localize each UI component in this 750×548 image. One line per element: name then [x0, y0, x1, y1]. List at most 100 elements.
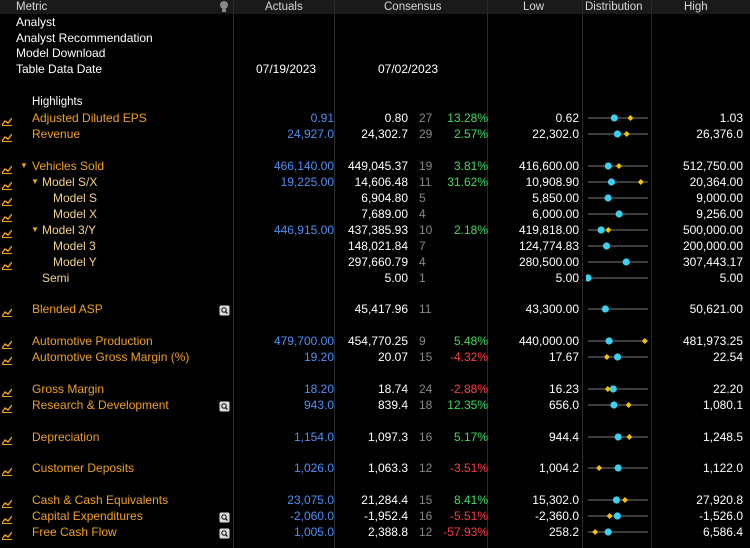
actual-diamond [603, 354, 610, 360]
distribution-chart [588, 337, 648, 345]
metric-label[interactable]: Model Y [53, 255, 97, 269]
distribution-chart [588, 210, 648, 218]
metric-label[interactable]: Automotive Production [32, 334, 153, 348]
header-low[interactable]: Low [523, 1, 545, 13]
actual-value: 446,915.00 [273, 223, 334, 237]
header-high[interactable]: High [684, 1, 708, 13]
distribution-chart [588, 178, 648, 186]
table-row[interactable]: Semi 5.00 1 5.00 5.00 [0, 270, 750, 286]
table-row[interactable]: Revenue 24,927.0 24,302.7 29 2.57% 22,302.0 26… [0, 126, 750, 142]
actual-diamond [641, 338, 648, 344]
metric-label[interactable]: Customer Deposits [32, 461, 135, 475]
metric-label[interactable]: Model S/X [42, 175, 98, 189]
header-metric[interactable]: Metric [16, 1, 48, 13]
metric-label[interactable]: Blended ASP [32, 302, 103, 316]
metric-label[interactable]: Semi [42, 271, 70, 285]
table-row[interactable]: Capital Expenditures -2,060.0 -1,952.4 16 -5… [0, 508, 750, 524]
document-icon[interactable] [219, 304, 230, 316]
metric-label[interactable]: Model 3 [53, 239, 96, 253]
column-divider [334, 0, 335, 548]
table-row[interactable]: Free Cash Flow 1,005.0 2,388.8 12 -57.93% 258… [0, 524, 750, 540]
document-icon[interactable] [219, 527, 230, 539]
table-row[interactable]: ▼ Model S/X 19,225.00 14,606.48 11 31.62% 10,9… [0, 174, 750, 190]
chart-icon[interactable] [1, 385, 13, 397]
analyst-recommendation-label[interactable]: Analyst Recommendation [16, 31, 153, 45]
info-row-recommendation: Analyst Recommendation [0, 30, 750, 46]
table-row[interactable]: Adjusted Diluted EPS 0.91 0.80 27 13.28% 0.62… [0, 110, 750, 126]
metric-label[interactable]: Gross Margin [32, 382, 105, 396]
chart-icon[interactable] [1, 162, 13, 174]
document-icon[interactable] [219, 511, 230, 523]
chart-icon[interactable] [1, 130, 13, 142]
table-row[interactable]: Model S 6,904.80 5 5,850.00 9,000.00 [0, 190, 750, 206]
table-row[interactable]: Cash & Cash Equivalents 23,075.0 21,284.4 1… [0, 492, 750, 508]
table-row[interactable]: Depreciation 1,154.0 1,097.3 16 5.17% 944.4 1,… [0, 429, 750, 445]
table-row[interactable]: Model X 7,689.00 4 6,000.00 9,256.00 [0, 206, 750, 222]
actual-value: 479,700.00 [273, 334, 334, 348]
table-row[interactable]: ▼ Vehicles Sold 466,140.00 449,045.37 19 3.81… [0, 158, 750, 174]
metric-label[interactable]: Model 3/Y [42, 223, 97, 237]
actual-diamond [637, 179, 644, 185]
header-consensus[interactable]: Consensus [384, 1, 442, 13]
chart-icon[interactable] [1, 242, 13, 254]
table-row[interactable]: Blended ASP 45,417.96 11 43,300.00 50,621.00 [0, 301, 750, 317]
estimate-count: 18 [419, 398, 433, 412]
high-value: 6,586.4 [702, 525, 743, 539]
metric-label[interactable]: Capital Expenditures [32, 509, 143, 523]
actual-diamond [627, 115, 634, 121]
chart-icon[interactable] [1, 305, 13, 317]
metric-label[interactable]: Depreciation [32, 430, 100, 444]
metric-label[interactable]: Free Cash Flow [32, 525, 117, 539]
table-row[interactable]: Model 3 148,021.84 7 124,774.83 200,000.00 [0, 238, 750, 254]
table-row[interactable]: Model Y 297,660.79 4 280,500.00 307,443.17 [0, 254, 750, 270]
chart-icon[interactable] [1, 114, 13, 126]
actual-value: 1,005.0 [293, 525, 334, 539]
document-icon[interactable] [219, 400, 230, 412]
model-download-label[interactable]: Model Download [16, 46, 106, 60]
surprise-percent: -5.51% [449, 509, 488, 523]
chart-icon[interactable] [1, 337, 13, 349]
chart-icon[interactable] [1, 258, 13, 270]
expand-toggle-icon[interactable]: ▼ [31, 225, 39, 234]
chart-icon[interactable] [1, 464, 13, 476]
metric-label[interactable]: Automotive Gross Margin (%) [32, 350, 190, 364]
metric-label[interactable]: Cash & Cash Equivalents [32, 493, 169, 507]
chart-icon[interactable] [1, 433, 13, 445]
chart-icon[interactable] [1, 226, 13, 238]
chart-icon[interactable] [1, 178, 13, 190]
estimate-count: 24 [419, 382, 433, 396]
distribution-chart [588, 162, 648, 170]
table-row[interactable]: Customer Deposits 1,026.0 1,063.3 12 -3.51% 1… [0, 460, 750, 476]
chart-icon[interactable] [1, 496, 13, 508]
table-row[interactable]: Research & Development 943.0 839.4 18 12.35%… [0, 397, 750, 413]
metric-label[interactable]: Research & Development [32, 398, 169, 412]
surprise-percent: 12.35% [447, 398, 488, 412]
chart-icon[interactable] [1, 353, 13, 365]
actual-diamond [625, 402, 632, 408]
estimate-count: 9 [419, 334, 426, 348]
metric-label[interactable]: Revenue [32, 127, 81, 141]
bulb-icon[interactable] [219, 0, 229, 14]
metric-label[interactable]: Model S [53, 191, 98, 205]
chart-icon[interactable] [1, 194, 13, 206]
table-row[interactable]: ▼ Model 3/Y 446,915.00 437,385.93 10 2.18% 419… [0, 222, 750, 238]
expand-toggle-icon[interactable]: ▼ [31, 177, 39, 186]
consensus-value: 0.80 [384, 111, 408, 125]
metric-label[interactable]: Model X [53, 207, 98, 221]
info-row-table-date: Table Data Date 07/19/2023 07/02/2023 [0, 61, 750, 77]
header-actuals[interactable]: Actuals [265, 1, 303, 13]
chart-icon[interactable] [1, 401, 13, 413]
table-row[interactable]: Automotive Gross Margin (%) 19.20 20.07 15 -… [0, 349, 750, 365]
surprise-percent: -3.51% [449, 461, 488, 475]
table-row[interactable]: Gross Margin 18.20 18.74 24 -2.88% 16.23 22.20 [0, 381, 750, 397]
analyst-label[interactable]: Analyst [16, 15, 56, 29]
chart-icon[interactable] [1, 528, 13, 540]
metric-label[interactable]: Vehicles Sold [32, 159, 105, 173]
expand-toggle-icon[interactable]: ▼ [20, 161, 28, 170]
metric-label[interactable]: Adjusted Diluted EPS [32, 111, 147, 125]
table-row[interactable]: Automotive Production 479,700.00 454,770.2… [0, 333, 750, 349]
header-distribution[interactable]: Distribution [585, 1, 643, 13]
estimate-count: 27 [419, 111, 433, 125]
chart-icon[interactable] [1, 210, 13, 222]
chart-icon[interactable] [1, 512, 13, 524]
